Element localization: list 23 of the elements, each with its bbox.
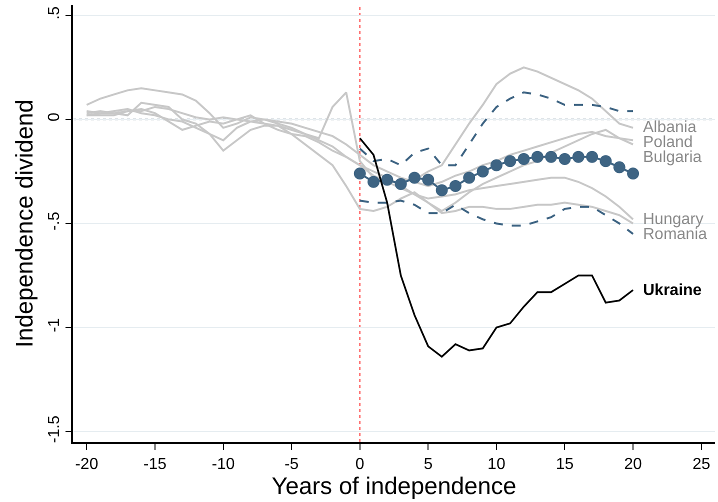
x-tick-label: 10 — [488, 456, 506, 473]
x-tick-label: -10 — [212, 456, 235, 473]
x-tick-label: 5 — [424, 456, 433, 473]
x-tick-label: 15 — [556, 456, 574, 473]
x-axis-title: Years of independence — [272, 472, 516, 500]
series-label: Ukraine — [643, 282, 702, 299]
x-tick-label: -20 — [75, 456, 98, 473]
y-tick-label: -.5 — [46, 212, 63, 230]
series-label: Albania — [643, 119, 696, 136]
y-tick-label: -1 — [46, 318, 63, 332]
series-label: Hungary — [643, 211, 704, 228]
x-tick-label: -5 — [284, 456, 299, 473]
y-axis-title: Independence dividend — [11, 99, 38, 348]
y-tick-label: .5 — [46, 6, 63, 20]
x-tick-label: -15 — [143, 456, 167, 473]
x-tick-label: 25 — [692, 456, 710, 473]
series-label: Bulgaria — [643, 149, 702, 166]
x-tick-label: 0 — [355, 456, 364, 473]
y-tick-label: -1.5 — [46, 415, 63, 443]
series-label: Poland — [643, 134, 693, 151]
y-tick-label: 0 — [46, 112, 63, 122]
series-label: Romania — [643, 226, 708, 243]
x-tick-label: 20 — [624, 456, 642, 473]
